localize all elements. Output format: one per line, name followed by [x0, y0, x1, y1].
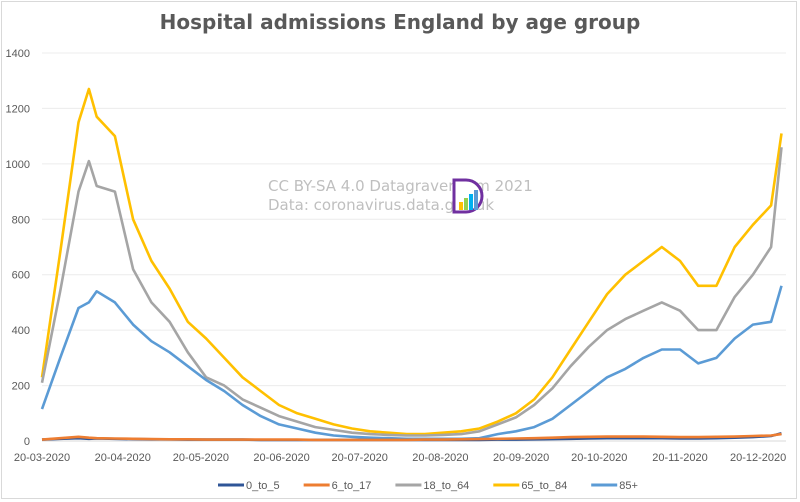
y-tick-label: 800: [12, 214, 30, 226]
x-tick-label: 20-05-2020: [173, 452, 229, 464]
series-lines: [40, 87, 783, 442]
y-tick-label: 400: [12, 325, 30, 337]
chart-title: Hospital admissions England by age group: [159, 10, 641, 34]
watermark-license: CC BY-SA 4.0 Datagraver.com 2021: [268, 177, 533, 195]
x-axis-ticks: 20-03-2020 20-04-2020 20-05-2020 20-06-2020…: [14, 452, 786, 464]
y-tick-label: 1200: [6, 103, 30, 115]
y-tick-label: 200: [12, 381, 30, 393]
x-tick-label: 20-06-2020: [253, 452, 309, 464]
series-line-6-to-17: [41, 432, 782, 442]
legend-item-6-to-17[interactable]: 6_to_17: [303, 480, 372, 492]
x-tick-label: 20-09-2020: [493, 452, 549, 464]
series-line-85-: [40, 285, 783, 441]
legend-label: 18_to_64: [423, 480, 469, 492]
watermark-source: Data: coronavirus.data.gov.uk: [268, 196, 494, 214]
y-tick-label: 0: [24, 436, 30, 448]
series-line-65-to-84: [40, 87, 783, 436]
legend-label: 6_to_17: [332, 480, 372, 492]
legend-label: 0_to_5: [246, 480, 280, 492]
y-axis-ticks: 0 200 400 600 800 1000 1200 1400: [6, 48, 30, 448]
y-tick-label: 1000: [6, 159, 30, 171]
series-line-18-to-64: [40, 147, 783, 437]
gridlines: [42, 52, 786, 442]
x-tick-label: 20-08-2020: [412, 452, 468, 464]
x-tick-label: 20-04-2020: [95, 452, 151, 464]
x-tick-label: 20-10-2020: [571, 452, 627, 464]
legend-label: 85+: [619, 480, 638, 492]
x-tick-label: 20-03-2020: [14, 452, 70, 464]
legend-item-65-to-84[interactable]: 65_to_84: [493, 480, 567, 492]
y-tick-label: 600: [12, 270, 30, 282]
legend-label: 65_to_84: [521, 480, 567, 492]
x-tick-label: 20-07-2020: [332, 452, 388, 464]
x-tick-label: 20-11-2020: [652, 452, 707, 464]
legend-item-18-to-64[interactable]: 18_to_64: [395, 480, 469, 492]
y-tick-label: 1400: [6, 48, 30, 60]
legend-item-0-to-5[interactable]: 0_to_5: [218, 480, 280, 492]
x-tick-label: 20-12-2020: [730, 452, 786, 464]
legend: 0_to_5 6_to_17 18_to_64 65_to_84 85+: [218, 480, 638, 492]
legend-item-85-[interactable]: 85+: [591, 480, 638, 492]
datagraver-logo: [452, 178, 484, 214]
